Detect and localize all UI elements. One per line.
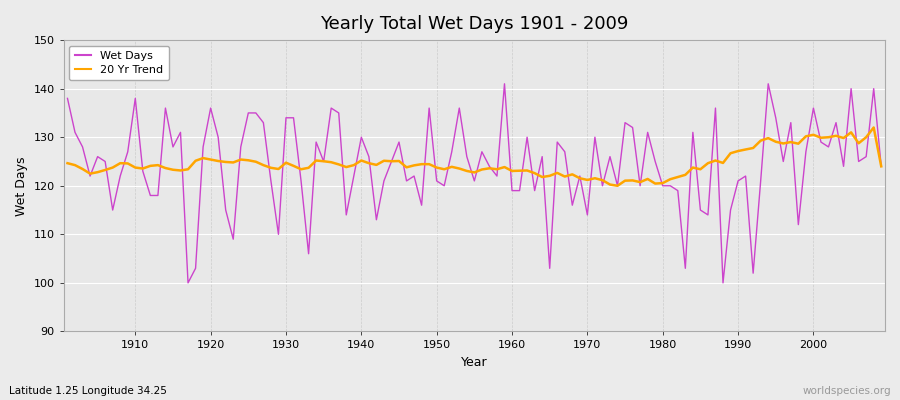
X-axis label: Year: Year — [461, 356, 488, 369]
Text: Latitude 1.25 Longitude 34.25: Latitude 1.25 Longitude 34.25 — [9, 386, 166, 396]
Legend: Wet Days, 20 Yr Trend: Wet Days, 20 Yr Trend — [69, 46, 169, 80]
Y-axis label: Wet Days: Wet Days — [15, 156, 28, 216]
Title: Yearly Total Wet Days 1901 - 2009: Yearly Total Wet Days 1901 - 2009 — [320, 15, 628, 33]
Text: worldspecies.org: worldspecies.org — [803, 386, 891, 396]
